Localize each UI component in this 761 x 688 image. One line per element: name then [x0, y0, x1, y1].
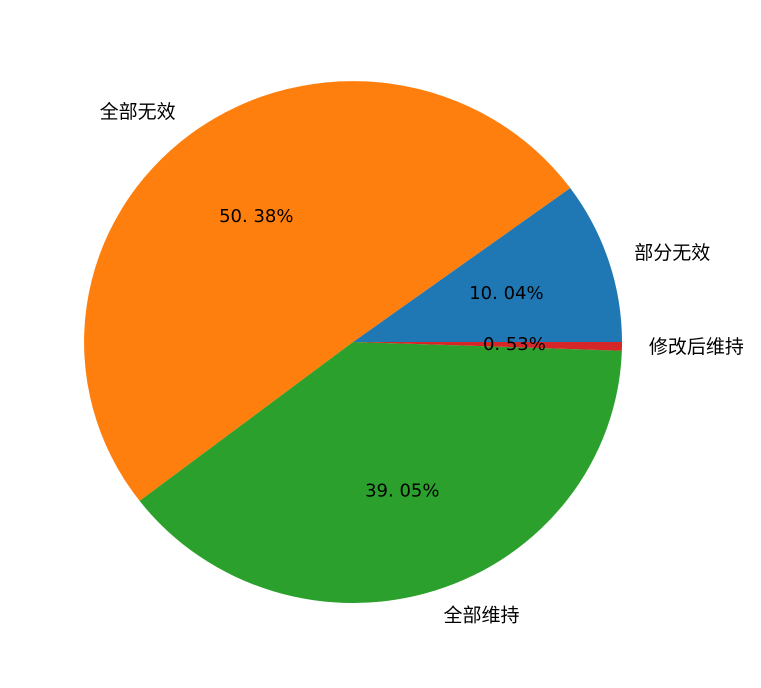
slice-label: 全部无效: [100, 101, 176, 123]
slice-label: 全部维持: [444, 604, 520, 626]
slice-percent-label: 0. 53%: [483, 334, 546, 355]
pie-slice-0: [353, 188, 622, 342]
slice-percent-label: 50. 38%: [219, 206, 293, 227]
pie-slice-3: [353, 342, 622, 351]
pie-slice-2: [139, 342, 622, 604]
slice-percent-label: 10. 04%: [469, 283, 543, 304]
pie-slice-1: [84, 81, 571, 501]
slice-label: 部分无效: [634, 242, 710, 264]
slice-label: 修改后维持: [649, 336, 744, 358]
slice-percent-label: 39. 05%: [365, 481, 439, 502]
